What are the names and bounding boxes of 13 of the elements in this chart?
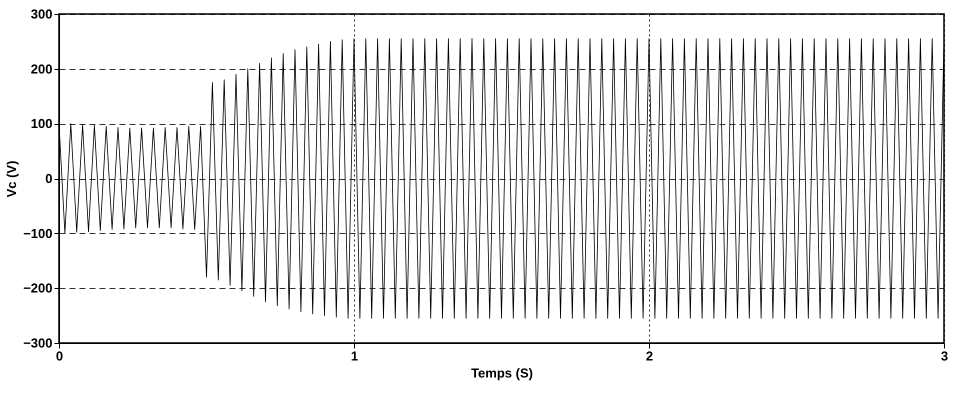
y-tick-label: 300 <box>30 6 52 22</box>
y-tick-label: 0 <box>45 171 52 186</box>
x-tick-label: 0 <box>56 348 64 364</box>
y-tick-label: −300 <box>23 336 52 350</box>
x-tick-label: 3 <box>940 348 948 364</box>
x-tick-label: 1 <box>350 348 358 364</box>
x-tick-label: 2 <box>646 348 654 364</box>
y-axis-title: Vc (V) <box>4 160 20 198</box>
y-tick-label: 200 <box>30 61 52 76</box>
y-tick-label: −200 <box>23 280 52 296</box>
x-axis-title: Temps (S) <box>471 366 533 380</box>
y-tick-label: −100 <box>23 226 52 241</box>
y-tick-label: 100 <box>30 116 52 132</box>
